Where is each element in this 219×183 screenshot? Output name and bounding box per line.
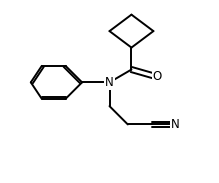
Text: N: N [105,76,114,89]
Text: O: O [152,70,162,83]
Text: N: N [171,118,180,131]
